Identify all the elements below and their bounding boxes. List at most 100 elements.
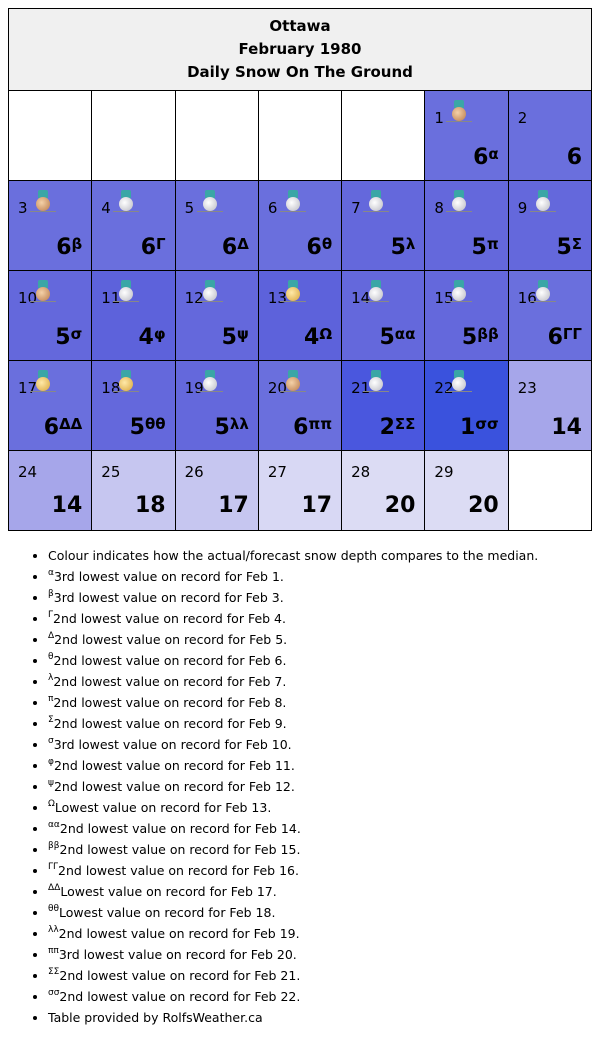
calendar-week-row: 10 5σ 11 4φ 12 5ψ 13 4Ω 14 5αα 15 5ββ 16 6ΓΓ bbox=[7, 270, 593, 361]
day-number: 8 bbox=[434, 199, 444, 217]
metric-title: Daily Snow On The Ground bbox=[187, 63, 413, 81]
record-marker: σ bbox=[70, 325, 83, 343]
footnote-marker: Ω bbox=[48, 799, 55, 809]
footnote-marker: ΓΓ bbox=[48, 862, 59, 872]
day-cell: 22 1σσ bbox=[424, 360, 509, 451]
silver-medal-icon bbox=[446, 190, 473, 212]
snow-depth-value: 5αα bbox=[379, 325, 416, 350]
snow-depth-number: 6 bbox=[473, 145, 489, 170]
day-number: 14 bbox=[351, 289, 371, 307]
footnote-text: 2nd lowest value on record for Feb 14. bbox=[59, 821, 301, 836]
bronze-medal-icon bbox=[446, 100, 473, 122]
silver-medal-icon bbox=[446, 370, 473, 392]
day-number: 6 bbox=[267, 199, 278, 217]
footnote-item: θ2nd lowest value on record for Feb 6. bbox=[48, 650, 600, 671]
day-cell: 24 14 bbox=[7, 450, 93, 531]
record-marker: Δ bbox=[237, 235, 249, 253]
day-number: 10 bbox=[18, 289, 38, 307]
snow-depth-value: 18 bbox=[135, 494, 166, 518]
day-number: 23 bbox=[517, 379, 537, 397]
snow-depth-value: 6α bbox=[473, 145, 499, 170]
empty-day-cell bbox=[341, 90, 426, 181]
empty-day-cell bbox=[507, 450, 593, 531]
footnote-text: 2nd lowest value on record for Feb 8. bbox=[53, 695, 287, 710]
record-marker: αα bbox=[394, 325, 416, 343]
footnote-marker: Σ bbox=[48, 715, 54, 725]
footnote-item: θθLowest value on record for Feb 18. bbox=[48, 902, 600, 923]
bronze-medal-icon bbox=[30, 280, 56, 302]
footnote-item: ΓΓ2nd lowest value on record for Feb 16. bbox=[48, 860, 600, 881]
record-marker: σσ bbox=[475, 415, 499, 433]
snow-depth-number: 4 bbox=[304, 325, 320, 350]
snow-depth-number: 5 bbox=[556, 235, 572, 260]
day-number: 22 bbox=[434, 379, 454, 397]
silver-medal-icon bbox=[529, 190, 556, 212]
silver-medal-icon bbox=[196, 280, 223, 302]
snow-depth-number: 5 bbox=[390, 235, 406, 260]
record-marker: Σ bbox=[571, 235, 582, 253]
day-cell: 1 6α bbox=[424, 90, 509, 181]
snow-depth-number: 4 bbox=[138, 325, 154, 350]
day-cell: 27 17 bbox=[257, 450, 343, 531]
day-cell: 7 5λ bbox=[341, 180, 426, 271]
snow-depth-number: 18 bbox=[134, 493, 166, 518]
footnote-text: 2nd lowest value on record for Feb 5. bbox=[54, 632, 288, 647]
record-marker: β bbox=[71, 235, 83, 253]
empty-day-cell bbox=[174, 90, 259, 181]
footnote-item: σσ2nd lowest value on record for Feb 22. bbox=[48, 986, 600, 1007]
snow-depth-number: 6 bbox=[56, 235, 72, 260]
snow-depth-number: 5 bbox=[55, 325, 71, 350]
day-number: 13 bbox=[267, 289, 287, 307]
snow-depth-value: 6ΔΔ bbox=[43, 415, 83, 440]
footnote-item: ππ3rd lowest value on record for Feb 20. bbox=[48, 944, 600, 965]
snow-depth-value: 5λλ bbox=[215, 415, 249, 440]
snow-depth-value: 20 bbox=[468, 494, 499, 518]
snow-depth-number: 5 bbox=[129, 415, 145, 440]
day-number: 28 bbox=[351, 463, 371, 481]
day-number: 18 bbox=[101, 379, 121, 397]
silver-medal-icon bbox=[363, 280, 390, 302]
day-cell: 19 5λλ bbox=[174, 360, 259, 451]
record-marker: ΓΓ bbox=[562, 325, 582, 343]
footnote-marker: π bbox=[48, 694, 54, 704]
day-number: 11 bbox=[101, 289, 121, 307]
footnote-item: ΣΣ2nd lowest value on record for Feb 21. bbox=[48, 965, 600, 986]
footnote-text: 2nd lowest value on record for Feb 12. bbox=[53, 779, 295, 794]
snow-depth-value: 5ββ bbox=[462, 325, 499, 350]
bronze-medal-icon bbox=[30, 190, 56, 212]
day-cell: 18 5θθ bbox=[91, 360, 176, 451]
footnote-text: 2nd lowest value on record for Feb 11. bbox=[53, 758, 295, 773]
snow-depth-number: 17 bbox=[301, 493, 333, 518]
day-cell: 12 5ψ bbox=[174, 270, 259, 361]
record-marker: Ω bbox=[319, 325, 333, 343]
day-number: 24 bbox=[18, 463, 38, 481]
snow-depth-number: 6 bbox=[293, 415, 309, 440]
day-cell: 21 2ΣΣ bbox=[341, 360, 426, 451]
day-number: 29 bbox=[434, 463, 454, 481]
footnote-marker: ΔΔ bbox=[48, 883, 61, 893]
snow-depth-number: 6 bbox=[566, 145, 582, 170]
footnote-text: 3rd lowest value on record for Feb 20. bbox=[58, 947, 297, 962]
footnote-text: 3rd lowest value on record for Feb 10. bbox=[53, 737, 292, 752]
snow-depth-number: 6 bbox=[547, 325, 563, 350]
snow-depth-number: 1 bbox=[460, 415, 476, 440]
snow-depth-value: 5λ bbox=[390, 235, 416, 260]
day-cell: 29 20 bbox=[424, 450, 509, 531]
footnote-marker: Δ bbox=[48, 631, 55, 641]
footnote-item: λλ2nd lowest value on record for Feb 19. bbox=[48, 923, 600, 944]
footnote-item: ψ2nd lowest value on record for Feb 12. bbox=[48, 776, 600, 797]
day-number: 2 bbox=[517, 109, 528, 127]
footnote-marker: ψ bbox=[48, 778, 54, 788]
day-number: 17 bbox=[18, 379, 38, 397]
record-marker: λλ bbox=[229, 415, 249, 433]
footnote-text: Table provided by RolfsWeather.ca bbox=[48, 1010, 263, 1025]
snow-depth-value: 5π bbox=[472, 235, 499, 260]
snow-depth-value: 6 bbox=[567, 146, 582, 170]
footnote-marker: λ bbox=[48, 673, 54, 683]
silver-medal-icon bbox=[196, 370, 223, 392]
footnote-marker: ππ bbox=[48, 946, 59, 956]
snow-depth-number: 6 bbox=[43, 415, 60, 440]
snow-depth-value: 14 bbox=[52, 494, 83, 518]
footnote-text: 2nd lowest value on record for Feb 7. bbox=[53, 674, 287, 689]
footnote-text: Lowest value on record for Feb 13. bbox=[54, 800, 272, 815]
